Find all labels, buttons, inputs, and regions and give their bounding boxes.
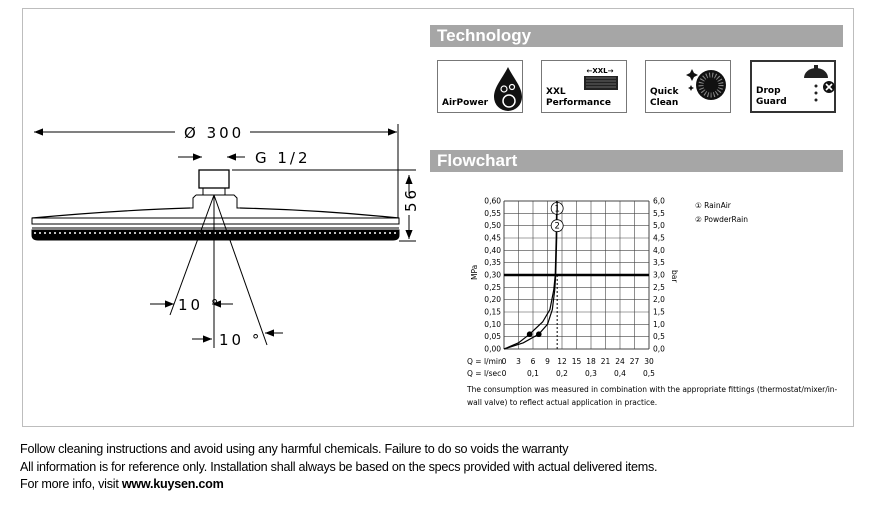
x2-tick-label: 0,1	[527, 369, 539, 378]
tech-label: Drop Guard	[756, 86, 787, 107]
spec-sheet-frame	[22, 8, 854, 427]
series-marker-label: 2	[554, 222, 559, 232]
chart-note: The consumption was measured in combinat…	[466, 385, 838, 394]
x-tick-label: 9	[545, 357, 550, 366]
x-tick-label: 21	[601, 357, 611, 366]
y2-tick-label: 6,0	[653, 197, 665, 206]
angle-right-label: 10 °	[219, 331, 262, 349]
flowchart-header: Flowchart	[430, 150, 843, 172]
y2-tick-label: 2,0	[653, 295, 665, 304]
x-tick-label: 12	[557, 357, 567, 366]
y2-tick-label: 3,0	[653, 271, 665, 280]
series-point-2	[536, 331, 542, 338]
x-tick-label: 3	[516, 357, 521, 366]
footer-info: For more info, visit www.kuysen.com	[20, 477, 224, 491]
y2-tick-label: 1,5	[653, 308, 665, 317]
height-label: 56	[402, 187, 420, 212]
shower-head-drawing	[31, 124, 416, 348]
x-tick-label: 24	[615, 357, 625, 366]
x2-tick-label: 0,5	[643, 369, 655, 378]
x-tick-label: 18	[586, 357, 596, 366]
legend-powderrain: ② PowderRain	[695, 215, 748, 224]
technology-header: Technology	[430, 25, 843, 47]
x-tick-label: 15	[572, 357, 582, 366]
thread-label: G 1/2	[255, 149, 311, 167]
y-tick-label: 0,15	[484, 308, 501, 317]
y-tick-label: 0,55	[484, 209, 501, 218]
x2-axis-label: Q = l/sec	[467, 369, 501, 378]
x-tick-label: 30	[644, 357, 654, 366]
y-tick-label: 0,10	[484, 320, 501, 329]
diameter-label: Ø 300	[184, 124, 244, 142]
y-tick-label: 0,05	[484, 332, 501, 341]
y-tick-label: 0,20	[484, 295, 501, 304]
quick-clean-icon	[686, 69, 726, 100]
y2-tick-label: 4,0	[653, 246, 665, 255]
tech-quick-clean: Quick Clean	[645, 60, 731, 113]
x-tick-label: 0	[502, 357, 507, 366]
xxl-spray-icon: ←XXL→	[584, 67, 618, 90]
y-tick-label: 0,00	[484, 345, 501, 354]
angle-left-label: 10 °	[178, 296, 221, 314]
y2-tick-label: 4,5	[653, 234, 665, 243]
tech-label: AirPower	[442, 98, 489, 108]
y2-tick-label: 0,5	[653, 332, 665, 341]
x2-tick-label: 0,4	[614, 369, 626, 378]
tech-drop-guard: Drop Guard	[750, 60, 836, 113]
series-line-2	[503, 200, 558, 350]
y-tick-label: 0,60	[484, 197, 501, 206]
air-drop-icon	[494, 67, 522, 111]
tech-airpower: AirPower	[437, 60, 523, 113]
tech-xxl-performance: ←XXL→ XXL Performance	[541, 60, 627, 113]
website-link[interactable]: www.kuysen.com	[121, 477, 224, 491]
y2-tick-label: 1,0	[653, 320, 665, 329]
y-tick-label: 0,40	[484, 246, 501, 255]
series-point-1	[526, 331, 533, 338]
y-tick-label: 0,50	[484, 221, 501, 230]
x2-tick-label: 0	[502, 369, 507, 378]
series-marker-2	[550, 219, 564, 233]
y2-axis-label: bar	[670, 270, 679, 283]
y2-tick-label: 2,5	[653, 283, 665, 292]
xxl-badge: ←XXL→	[587, 67, 614, 75]
y-tick-label: 0,25	[484, 283, 501, 292]
drop-guard-icon	[804, 65, 835, 102]
footer-info-prefix: For more info, visit	[20, 477, 122, 491]
y2-tick-label: 5,0	[653, 221, 665, 230]
flow-chart: 0 3 6 9 12 15 18 21 24 27 30 0 0,1 0,2 0,3 0,4 0,5 0,00 0,…	[484, 197, 665, 379]
y-axis-label: MPa	[470, 265, 479, 280]
x2-tick-label: 0,2	[556, 369, 568, 378]
y2-tick-label: 0,0	[653, 345, 665, 354]
x-tick-label: 6	[531, 357, 536, 366]
y-tick-label: 0,45	[484, 234, 501, 243]
footer-disclaimer: All information is for reference only. I…	[20, 460, 658, 474]
x-axis-label: Q = l/min	[467, 357, 503, 366]
y2-tick-label: 3,5	[653, 258, 665, 267]
legend-rainair: ① RainAir	[695, 201, 732, 210]
tech-label: XXL Performance	[546, 87, 611, 108]
tech-label: Quick Clean	[650, 87, 679, 108]
y-tick-label: 0,35	[484, 258, 501, 267]
x2-tick-label: 0,3	[585, 369, 597, 378]
y-tick-label: 0,30	[484, 271, 501, 280]
chart-note-2: wall valve) to reflect actual applicatio…	[467, 398, 657, 407]
y2-tick-label: 5,5	[653, 209, 665, 218]
x-tick-label: 27	[630, 357, 640, 366]
footer-warranty: Follow cleaning instructions and avoid u…	[20, 442, 569, 456]
